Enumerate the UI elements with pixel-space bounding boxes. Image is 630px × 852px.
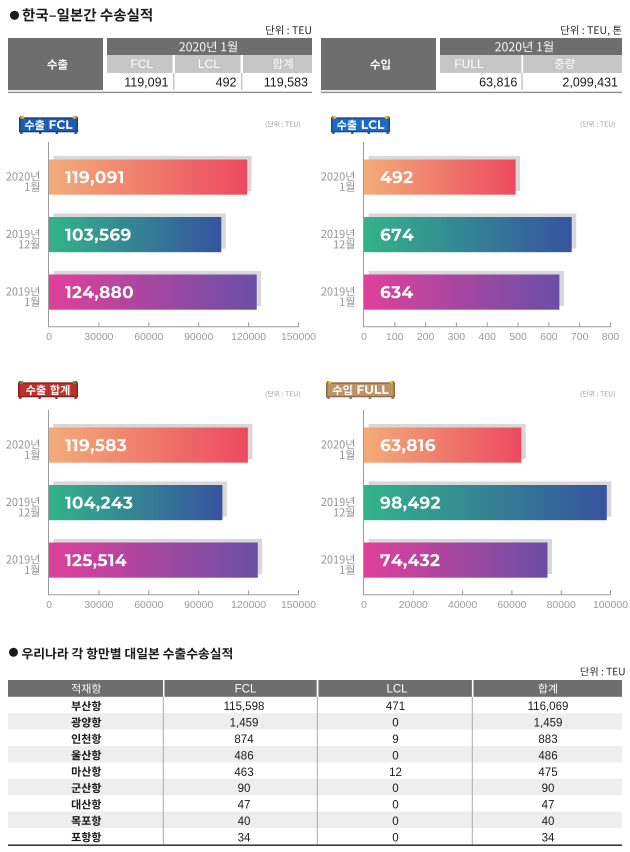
svg-text:150000: 150000 xyxy=(281,331,316,343)
svg-text:0: 0 xyxy=(392,832,398,844)
svg-text:119,091: 119,091 xyxy=(124,75,168,89)
svg-text:2,099,431: 2,099,431 xyxy=(562,75,618,89)
svg-text:800: 800 xyxy=(602,331,620,343)
svg-text:463: 463 xyxy=(234,767,253,779)
svg-text:700: 700 xyxy=(571,331,589,343)
svg-text:90000: 90000 xyxy=(184,331,213,343)
svg-text:60000: 60000 xyxy=(134,331,163,343)
svg-text:LCL: LCL xyxy=(386,684,408,696)
svg-text:60000: 60000 xyxy=(497,599,526,611)
svg-text:63,816: 63,816 xyxy=(479,75,517,89)
svg-text:60000: 60000 xyxy=(134,599,163,611)
svg-text:20000: 20000 xyxy=(399,599,428,611)
svg-text:34: 34 xyxy=(238,832,251,844)
svg-text:300: 300 xyxy=(448,331,466,343)
svg-text:0: 0 xyxy=(392,800,398,812)
svg-text:120000: 120000 xyxy=(231,599,266,611)
svg-text:80000: 80000 xyxy=(547,599,576,611)
svg-text:400: 400 xyxy=(478,331,496,343)
svg-text:90: 90 xyxy=(238,783,251,795)
svg-text:486: 486 xyxy=(538,750,557,762)
svg-text:486: 486 xyxy=(234,750,253,762)
svg-text:40000: 40000 xyxy=(448,599,477,611)
svg-text:1,459: 1,459 xyxy=(534,718,563,730)
svg-text:0: 0 xyxy=(46,331,52,343)
svg-text:874: 874 xyxy=(234,734,254,746)
svg-text:119,583: 119,583 xyxy=(264,75,308,89)
svg-text:115,598: 115,598 xyxy=(224,701,265,713)
svg-text:90: 90 xyxy=(542,783,555,795)
svg-text:883: 883 xyxy=(538,734,557,746)
svg-text:0: 0 xyxy=(361,331,367,343)
svg-text:47: 47 xyxy=(238,800,251,812)
svg-text:471: 471 xyxy=(386,701,405,713)
svg-text:0: 0 xyxy=(392,816,398,828)
svg-text:100000: 100000 xyxy=(593,599,628,611)
svg-text:FCL: FCL xyxy=(235,684,257,696)
svg-text:12: 12 xyxy=(389,767,402,779)
svg-text:600: 600 xyxy=(540,331,558,343)
svg-text:30000: 30000 xyxy=(84,331,113,343)
svg-text:116,069: 116,069 xyxy=(528,701,569,713)
svg-text:90000: 90000 xyxy=(184,599,213,611)
svg-text:0: 0 xyxy=(46,599,52,611)
svg-text:40: 40 xyxy=(238,816,251,828)
svg-text:100: 100 xyxy=(386,331,404,343)
svg-text:492: 492 xyxy=(216,75,237,89)
svg-text:34: 34 xyxy=(542,832,555,844)
svg-text:30000: 30000 xyxy=(84,599,113,611)
svg-text:FULL: FULL xyxy=(454,57,484,71)
svg-text:0: 0 xyxy=(392,750,398,762)
svg-text:1,459: 1,459 xyxy=(230,718,259,730)
svg-text:200: 200 xyxy=(417,331,435,343)
svg-text:120000: 120000 xyxy=(231,331,266,343)
svg-text:0: 0 xyxy=(392,718,398,730)
svg-text:150000: 150000 xyxy=(281,599,316,611)
svg-text:40: 40 xyxy=(542,816,555,828)
svg-text:9: 9 xyxy=(392,734,398,746)
svg-text:47: 47 xyxy=(542,800,555,812)
svg-text:0: 0 xyxy=(392,783,398,795)
svg-text:0: 0 xyxy=(361,599,367,611)
svg-text:475: 475 xyxy=(538,767,557,779)
svg-text:LCL: LCL xyxy=(198,57,220,71)
svg-text:FCL: FCL xyxy=(130,57,153,71)
svg-text:500: 500 xyxy=(509,331,527,343)
